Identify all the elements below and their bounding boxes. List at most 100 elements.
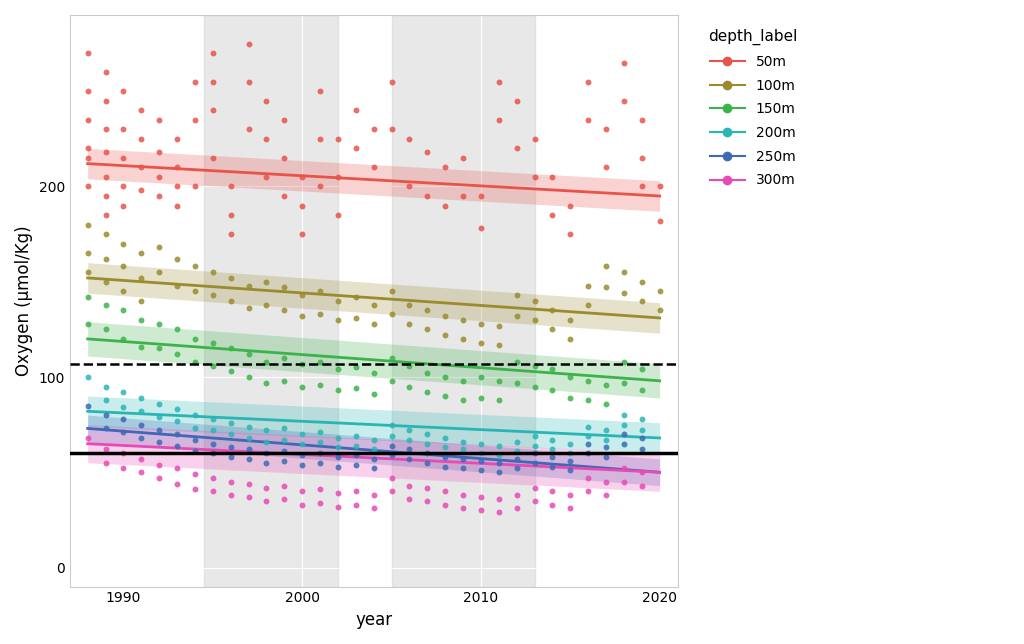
Point [276,480,293,491]
Point [116,124,132,135]
Point [80,292,96,302]
Point [276,435,293,445]
Point [366,435,382,445]
Point [330,488,346,498]
Point [151,473,167,483]
Point [401,454,418,464]
Point [526,431,543,441]
Point [580,486,596,497]
Point [186,261,203,272]
Point [312,458,329,468]
Point [330,461,346,471]
Point [419,305,435,316]
Point [366,319,382,329]
Point [455,191,471,201]
Point [133,296,150,306]
Point [151,425,167,435]
Point [186,357,203,367]
Point [651,216,668,226]
Point [383,419,399,430]
Point [615,357,632,367]
Point [97,381,114,392]
Point [258,448,274,459]
Point [169,478,185,489]
Point [490,450,507,460]
Point [258,95,274,106]
Point [169,200,185,211]
Point [598,261,614,272]
Point [598,282,614,292]
Point [151,242,167,252]
Point [347,143,364,153]
Point [241,372,257,382]
Point [544,305,560,316]
Point [133,454,150,464]
Point [580,375,596,386]
Point [401,425,418,435]
Point [116,463,132,473]
Point [562,334,579,344]
Point [186,469,203,479]
Point [133,134,150,144]
Point [490,494,507,504]
Point [347,440,364,451]
Point [80,220,96,230]
Point [615,439,632,449]
Point [615,410,632,421]
Point [133,248,150,258]
Point [151,437,167,447]
Point [80,115,96,125]
Point [258,276,274,287]
Point [186,115,203,125]
Point [80,182,96,192]
Point [169,134,185,144]
Point [133,105,150,115]
Point [419,191,435,201]
Point [294,450,310,460]
Point [330,315,346,325]
Point [97,395,114,405]
Point [473,337,489,348]
Point [580,77,596,87]
Point [544,452,560,462]
Point [241,454,257,464]
Point [97,210,114,220]
Point [347,383,364,393]
Point [133,315,150,325]
Point [222,296,239,306]
Point [330,385,346,395]
Point [526,172,543,182]
Point [651,286,668,296]
Point [634,182,650,192]
Point [598,425,614,435]
Point [330,172,346,182]
Point [151,191,167,201]
Point [401,299,418,310]
Point [276,423,293,433]
Point [366,368,382,378]
Point [276,456,293,466]
Point [490,507,507,517]
Point [437,200,454,211]
Point [473,492,489,502]
Point [419,439,435,449]
Point [562,393,579,403]
Point [294,429,310,439]
Point [544,172,560,182]
Point [580,473,596,483]
Point [509,463,525,473]
Point [241,280,257,290]
Point [80,319,96,329]
Point [615,95,632,106]
Point [258,496,274,506]
Point [97,254,114,264]
Point [80,401,96,411]
Point [294,500,310,510]
Point [276,191,293,201]
Point [598,399,614,409]
Point [473,319,489,329]
Point [116,200,132,211]
Bar [391,15,535,587]
Point [241,77,257,87]
Point [116,182,132,192]
